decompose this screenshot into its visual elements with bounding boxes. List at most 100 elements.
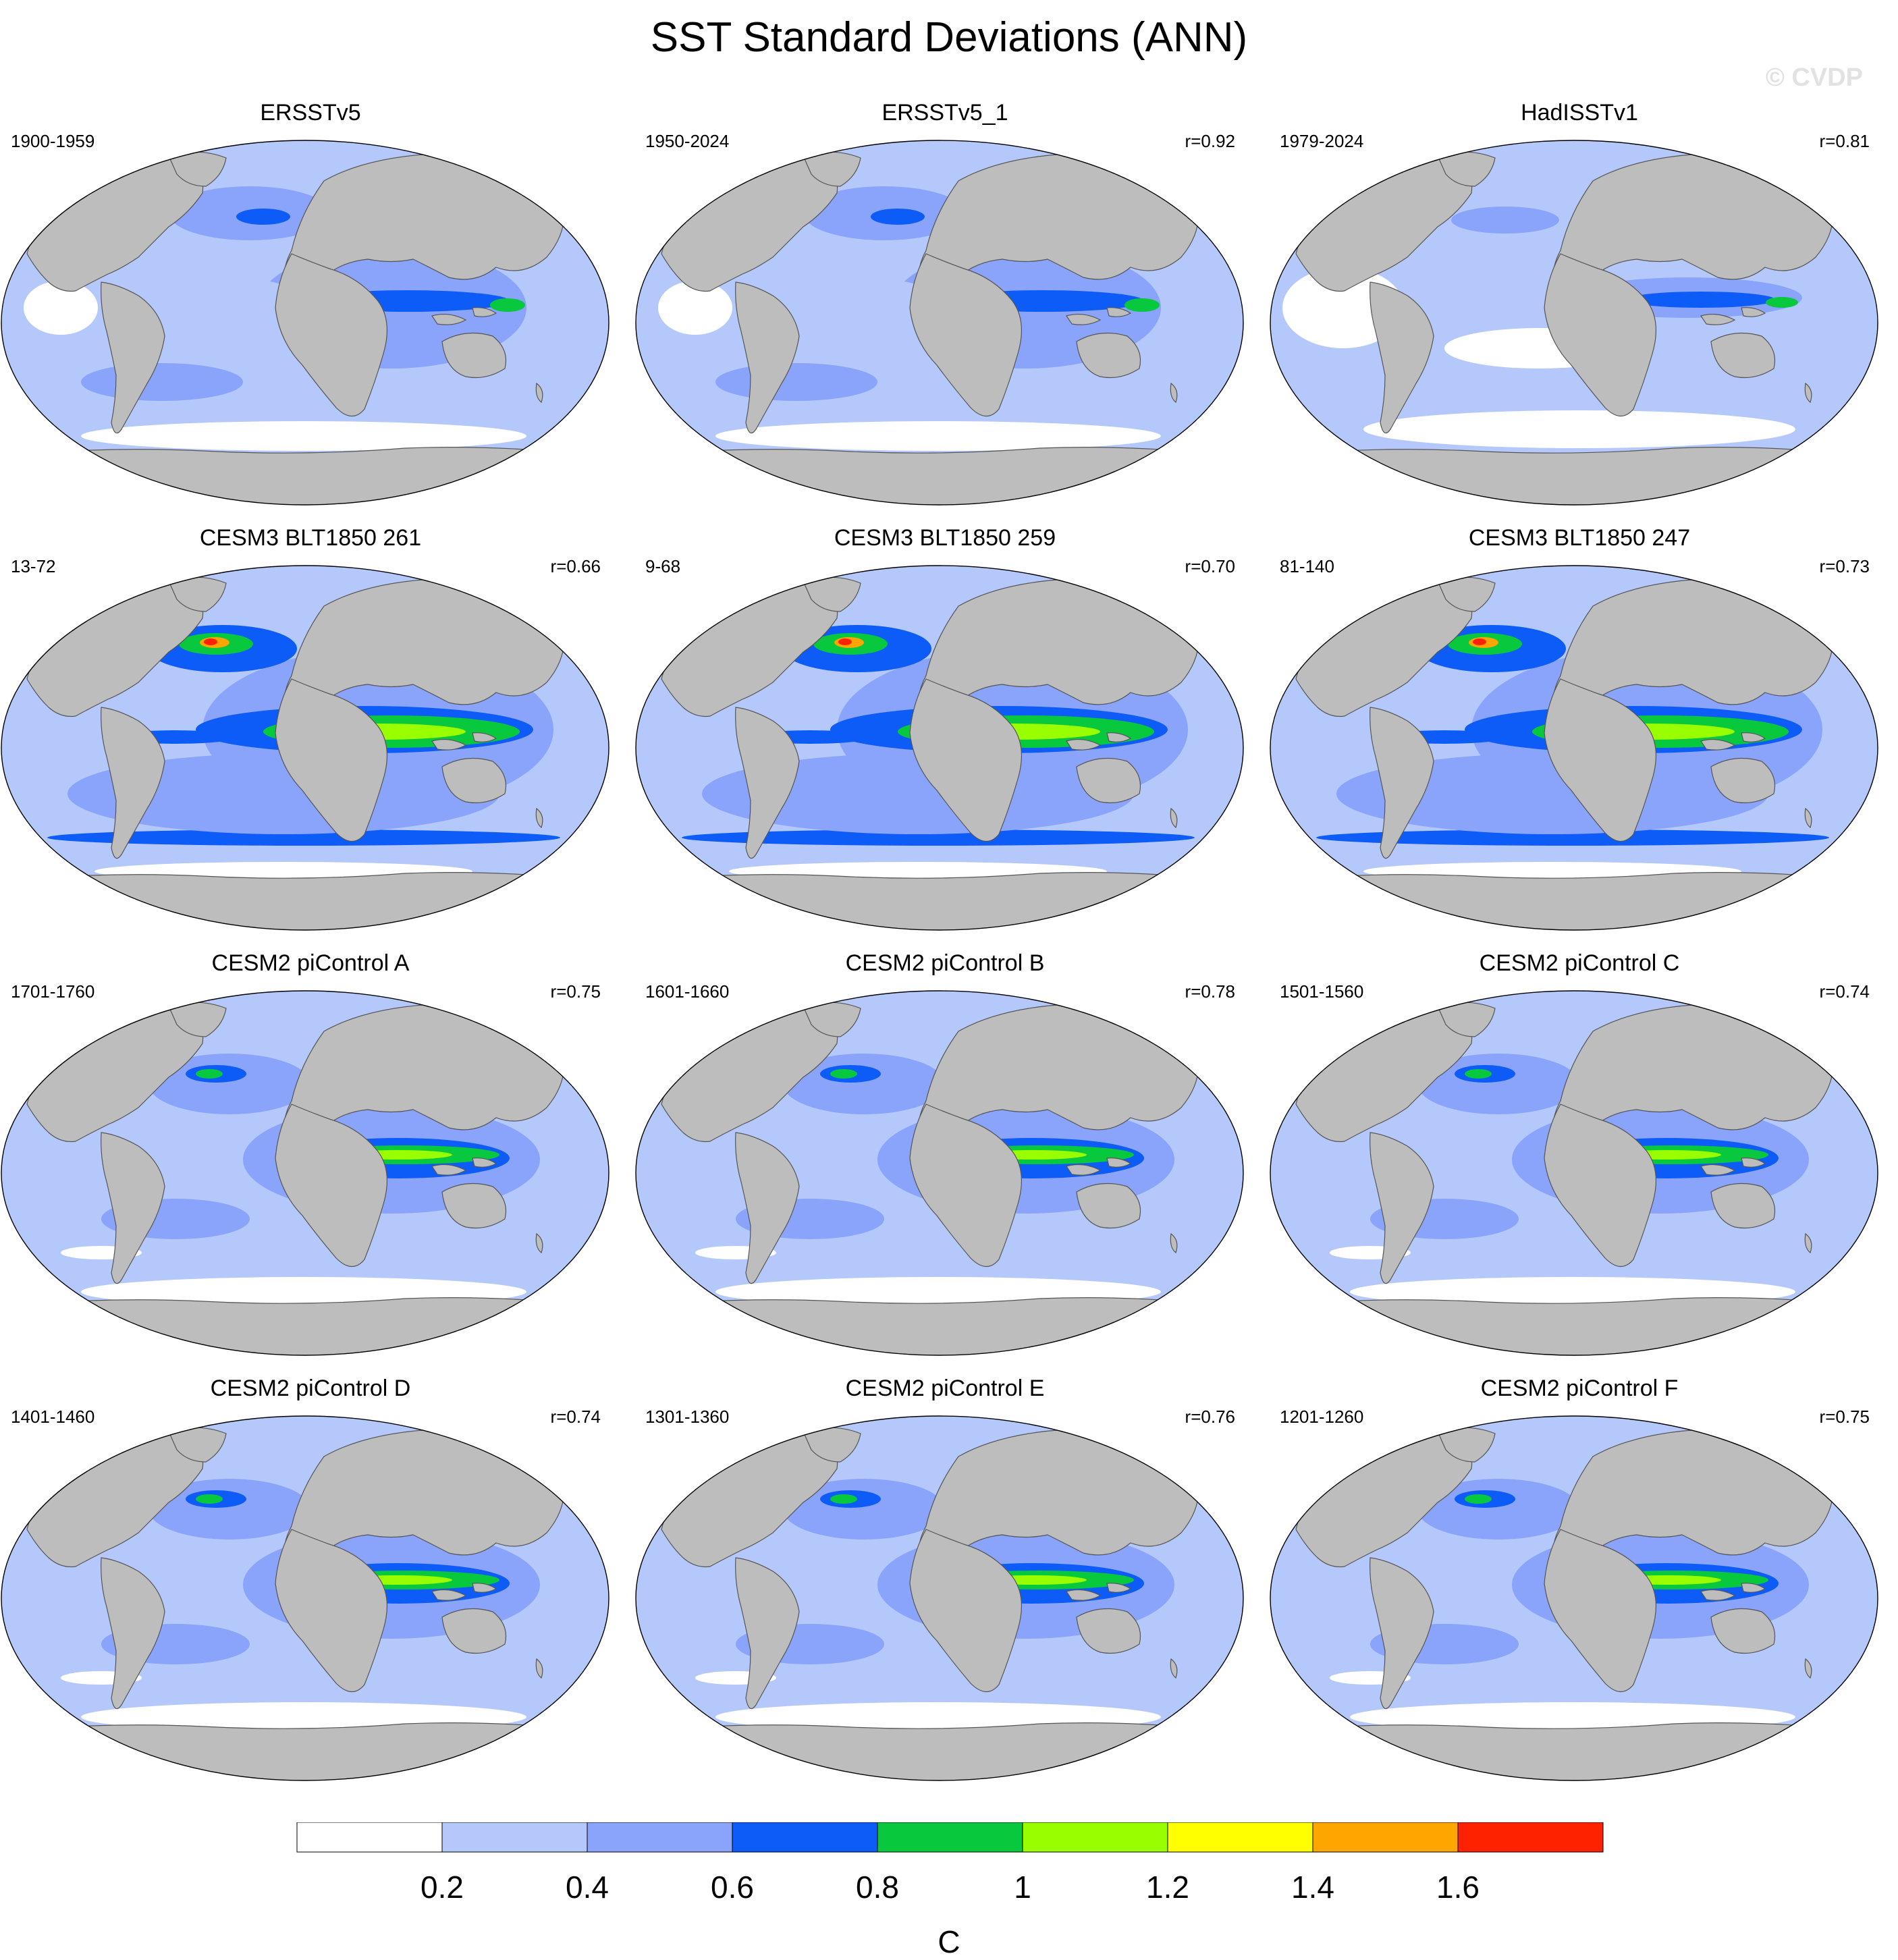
sst-contour-region [1316, 829, 1829, 846]
sst-contour-region [196, 1069, 223, 1079]
panel-title: CESM3 BLT1850 247 [1468, 525, 1691, 551]
land-mass [1, 447, 609, 505]
land-mass [1370, 707, 1434, 859]
colorbar-unit-label: C [938, 1924, 960, 1959]
land-mass [1106, 732, 1132, 742]
colorbar-swatch [296, 1822, 443, 1853]
panel-title: CESM2 piControl B [845, 950, 1045, 976]
figure-title: SST Standard Deviations (ANN) [650, 14, 1248, 61]
map-panel: CESM2 piControl A 1701-1760 r=0.75 [0, 950, 621, 1372]
robinson-map [1270, 1415, 1878, 1781]
land-mass [472, 732, 497, 742]
land-mass [1, 872, 609, 930]
land-mass [1066, 738, 1102, 751]
map-panel: CESM3 BLT1850 261 13-72 r=0.66 [0, 525, 621, 947]
panel-period: 1900-1959 [11, 131, 95, 151]
land-mass [1076, 1608, 1141, 1654]
land-mass [1741, 732, 1766, 742]
sst-contour-region [1363, 410, 1795, 448]
land-mass [636, 447, 1243, 505]
sst-contour-region [783, 1054, 945, 1114]
map-border [1270, 565, 1878, 931]
land-mass [1106, 307, 1132, 317]
land-mass [101, 1132, 165, 1284]
land-mass [1804, 807, 1812, 829]
land-mass [275, 253, 388, 417]
colorbar-swatch [1312, 1822, 1459, 1853]
map-border [635, 1415, 1244, 1781]
land-mass [1710, 757, 1776, 804]
land-mass [636, 872, 1243, 930]
panel-period: 1301-1360 [645, 1407, 730, 1427]
sst-contour-region [838, 638, 852, 645]
panel-title: CESM2 piControl F [1480, 1376, 1679, 1401]
panel-pattern-correlation: r=0.66 [550, 556, 601, 576]
robinson-map [635, 565, 1244, 931]
land-mass [283, 153, 565, 308]
land-mass [1170, 382, 1178, 404]
land-mass [735, 281, 800, 434]
land-mass [1544, 253, 1657, 417]
land-mass [283, 1429, 565, 1584]
land-mass [275, 1529, 388, 1693]
colorbar: 0.2 0.4 0.6 0.8 1 1.2 1.4 1.6 [296, 1822, 1604, 1905]
sst-contour-region [67, 753, 499, 834]
sst-contour-region [783, 1479, 945, 1540]
land-mass [1741, 1583, 1766, 1593]
colorbar-tick-label: 1 [1014, 1870, 1031, 1905]
land-mass [1804, 1658, 1812, 1679]
land-mass [275, 1104, 388, 1268]
land-mass [909, 1529, 1023, 1693]
sst-contour-region [1417, 1479, 1579, 1540]
panel-pattern-correlation: r=0.70 [1185, 556, 1235, 576]
panel-title: HadISSTv1 [1521, 100, 1638, 126]
panel-pattern-correlation: r=0.78 [1185, 981, 1235, 1002]
land-mass [1106, 1158, 1132, 1168]
land-mass [1710, 332, 1776, 379]
land-mass [909, 678, 1023, 842]
panel-title: ERSSTv5_1 [882, 100, 1008, 126]
sst-contour-region [702, 753, 1134, 834]
cvdp-watermark: © CVDP [1765, 63, 1863, 92]
panel-pattern-correlation: r=0.74 [550, 1407, 601, 1427]
colorbar-swatch [587, 1822, 733, 1853]
sst-contour-region [196, 1494, 223, 1504]
land-mass [441, 332, 507, 379]
map-panel: CESM3 BLT1850 247 81-140 r=0.73 [1269, 525, 1890, 947]
robinson-map [635, 990, 1244, 1356]
map-border [1270, 990, 1878, 1356]
map-panel: CESM2 piControl B 1601-1660 r=0.78 [634, 950, 1255, 1372]
land-mass [735, 707, 800, 859]
sst-contour-region [204, 638, 217, 645]
land-mass [1270, 872, 1878, 930]
sst-contour-region [1451, 207, 1559, 234]
panel-period: 13-72 [11, 556, 56, 576]
land-mass [1700, 313, 1736, 325]
land-mass [1270, 447, 1878, 505]
land-mass [1804, 382, 1812, 404]
colorbar-swatch [877, 1822, 1023, 1853]
land-mass [275, 678, 388, 842]
land-mass [431, 313, 467, 325]
sst-contour-region [81, 363, 243, 401]
sst-contour-region [148, 1054, 310, 1114]
map-panel: ERSSTv5_1 1950-2024 r=0.92 [634, 100, 1255, 522]
map-border [1270, 1415, 1878, 1781]
sst-contour-region [1417, 1054, 1579, 1114]
land-mass [535, 382, 543, 404]
map-border [1270, 140, 1878, 506]
map-panel: CESM2 piControl F 1201-1260 r=0.75 [1269, 1376, 1890, 1797]
land-mass [535, 1658, 543, 1679]
land-mass [1270, 1722, 1878, 1780]
land-mass [735, 1132, 800, 1284]
panel-period: 1979-2024 [1280, 131, 1364, 151]
land-mass [917, 153, 1199, 308]
land-mass [1700, 1589, 1736, 1601]
land-mass [101, 707, 165, 859]
land-mass [1170, 1658, 1178, 1679]
colorbar-tick-label: 0.2 [421, 1870, 464, 1905]
colorbar-tick-label: 1.6 [1436, 1870, 1480, 1905]
sst-contour-region [871, 209, 925, 225]
robinson-map [635, 140, 1244, 506]
colorbar-tick-label: 1.2 [1146, 1870, 1189, 1905]
